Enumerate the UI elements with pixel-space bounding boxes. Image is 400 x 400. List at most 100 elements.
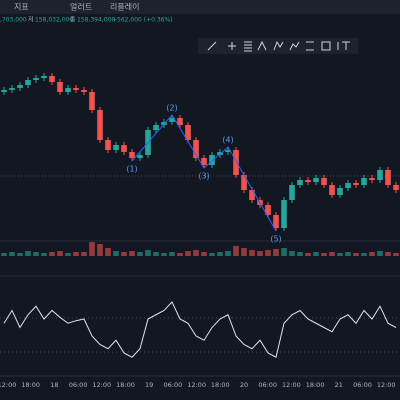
candle-body <box>177 118 183 125</box>
volume-bar <box>161 253 167 256</box>
replay-button[interactable]: 리플레이 <box>110 2 139 12</box>
candle-body <box>153 125 159 130</box>
candle-body <box>337 188 343 195</box>
x-tick-label: 06:00 <box>69 381 88 389</box>
x-tick-label: 19 <box>145 381 153 389</box>
candle-body <box>97 110 103 140</box>
volume-bar <box>201 252 207 256</box>
candle-body <box>225 150 231 152</box>
volume-bar <box>49 252 55 256</box>
volume-bar <box>329 252 335 256</box>
candle-body <box>73 88 79 90</box>
volume-bar <box>297 252 303 256</box>
volume-bar <box>385 252 391 256</box>
candle-body <box>313 178 319 182</box>
x-tick-label: 18:00 <box>116 381 135 389</box>
quote-low-label: 저 <box>28 16 34 24</box>
volume-bar <box>177 253 183 256</box>
top-toolbar <box>0 0 400 14</box>
candle-body <box>249 190 255 200</box>
volume-bar <box>249 250 255 256</box>
x-tick-label: 18:00 <box>306 381 325 389</box>
volume-bar <box>265 250 271 256</box>
oscillator-line <box>3 301 397 358</box>
candle-body <box>233 150 239 175</box>
volume-bar <box>225 251 231 256</box>
volume-bar <box>233 246 239 256</box>
wave-line <box>131 114 277 232</box>
candle-body <box>89 92 95 110</box>
wave-label: (4) <box>222 136 233 145</box>
x-tick-label: 18:00 <box>21 381 40 389</box>
x-tick-label: 21 <box>335 381 343 389</box>
volume-bar <box>121 252 127 256</box>
candle-body <box>385 170 391 185</box>
x-tick-label: 06:00 <box>258 381 277 389</box>
x-tick-label: 06:00 <box>164 381 183 389</box>
x-tick-label: 06:00 <box>353 381 372 389</box>
volume-bar <box>41 253 47 256</box>
volume-bar <box>289 251 295 256</box>
volume-bar <box>137 252 143 256</box>
candle-body <box>17 85 23 88</box>
candle-body <box>241 175 247 190</box>
volume-bar <box>193 250 199 256</box>
volume-bar <box>25 251 31 256</box>
candle-body <box>361 178 367 185</box>
alert-button[interactable]: 얼러트 <box>70 2 92 12</box>
drawing-toolbar <box>198 38 358 54</box>
x-tick-label: 12:00 <box>92 381 111 389</box>
volume-bar <box>1 253 7 256</box>
candle-body <box>25 80 31 85</box>
candle-body <box>289 185 295 200</box>
indicators-button[interactable]: 지표 <box>14 3 29 12</box>
candle-body <box>9 88 15 90</box>
candle-body <box>369 178 375 180</box>
candle-body <box>137 155 143 158</box>
x-tick-label: 20 <box>240 381 248 389</box>
candle-body <box>185 125 191 140</box>
candle-body <box>193 140 199 158</box>
volume-bar <box>57 251 63 256</box>
candle-body <box>273 215 279 228</box>
volume-bar <box>113 251 119 256</box>
candle-body <box>65 88 71 92</box>
volume-bar <box>65 253 71 256</box>
candle-body <box>169 118 175 122</box>
volume-bar <box>353 253 359 256</box>
volume-bar <box>73 252 79 256</box>
candle-body <box>33 78 39 80</box>
tool-icons[interactable] <box>207 40 350 52</box>
candle-body <box>49 76 55 82</box>
drawing-toolbar-bg <box>198 38 358 54</box>
candle-body <box>81 90 87 92</box>
quote-change: +562,000 (+0.36%) <box>112 17 173 24</box>
volume-bar <box>81 252 87 256</box>
x-tick-label: 12:00 <box>282 381 301 389</box>
volume-bar <box>313 252 319 256</box>
candle-body <box>297 180 303 185</box>
candle-body <box>265 205 271 215</box>
x-tick-label: 18:00 <box>211 381 230 389</box>
candle-body <box>129 152 135 158</box>
candle-body <box>377 170 383 180</box>
candle-body <box>321 178 327 185</box>
volume-bar <box>393 253 399 256</box>
wave-label: (1) <box>126 165 137 174</box>
volume-bar <box>361 253 367 256</box>
candle-body <box>393 185 399 190</box>
volume-bar <box>257 251 263 256</box>
volume-bar <box>89 242 95 256</box>
candle-body <box>281 200 287 228</box>
wave-label: (5) <box>270 235 281 244</box>
candle-body <box>329 185 335 195</box>
x-tick-label: 12:00 <box>187 381 206 389</box>
x-tick-label: 18 <box>50 381 58 389</box>
volume-bar <box>281 248 287 256</box>
volume-bar <box>145 250 151 256</box>
volume-bar <box>9 252 15 256</box>
x-tick-label: 12:00 <box>377 381 396 389</box>
